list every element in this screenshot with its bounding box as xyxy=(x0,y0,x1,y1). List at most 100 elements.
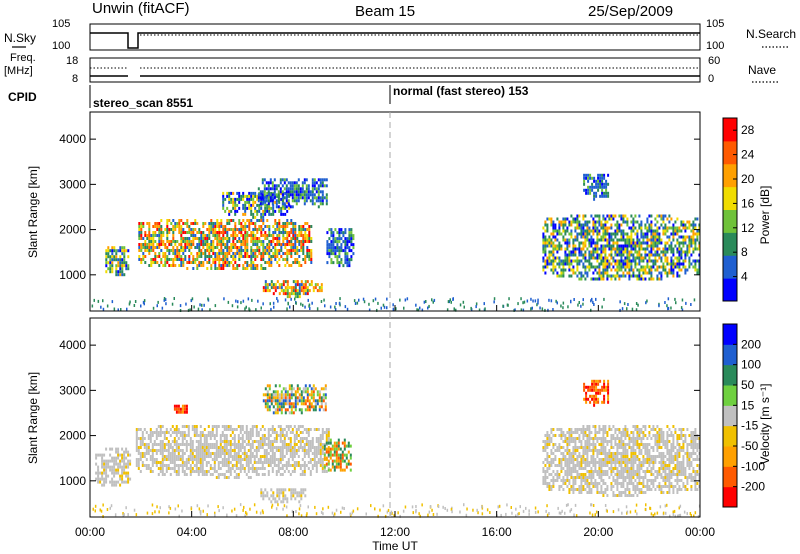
echo-cell xyxy=(267,193,270,197)
echo-cell xyxy=(250,267,253,270)
echo-cell xyxy=(197,440,200,443)
echo-cell xyxy=(313,449,316,452)
echo-cell xyxy=(308,231,311,234)
echo-cell xyxy=(276,399,279,403)
echo-cell xyxy=(140,237,143,240)
echo-cell xyxy=(262,228,265,231)
echo-cell xyxy=(166,261,169,264)
echo-cell xyxy=(244,231,247,234)
echo-cell xyxy=(303,443,306,446)
echo-cell xyxy=(163,446,166,449)
echo-cell xyxy=(294,292,297,296)
echo-cell xyxy=(612,247,615,251)
echo-cell xyxy=(99,480,102,484)
echo-cell xyxy=(157,473,160,476)
echo-cell xyxy=(197,446,200,449)
echo-cell xyxy=(146,237,149,240)
echo-cell xyxy=(350,234,353,238)
echo-cell xyxy=(185,458,188,461)
echo-cell xyxy=(271,428,274,431)
echo-cell xyxy=(123,468,126,472)
echo-cell xyxy=(103,468,106,472)
echo-cell xyxy=(229,428,232,431)
echo-cell xyxy=(240,228,243,231)
echo-cell xyxy=(121,468,124,472)
echo-cell xyxy=(550,431,553,434)
echo-cell xyxy=(305,184,308,188)
echo-cell xyxy=(616,232,619,236)
ground-scatter-cell xyxy=(277,299,279,303)
echo-cell xyxy=(286,243,289,246)
echo-cell xyxy=(291,187,294,191)
echo-cell xyxy=(117,450,120,454)
echo-cell xyxy=(170,264,173,267)
echo-cell xyxy=(338,237,341,241)
echo-cell xyxy=(190,240,193,243)
echo-cell xyxy=(334,249,337,253)
echo-cell xyxy=(253,440,256,443)
echo-cell xyxy=(300,399,303,403)
echo-cell xyxy=(171,467,174,470)
echo-cell xyxy=(311,184,314,188)
echo-cell xyxy=(187,455,190,458)
echo-cell xyxy=(600,250,603,254)
echo-cell xyxy=(290,387,293,391)
echo-cell xyxy=(594,223,597,227)
echo-cell xyxy=(300,393,303,397)
echo-cell xyxy=(250,252,253,255)
echo-cell xyxy=(283,178,286,182)
echo-cell xyxy=(154,225,157,228)
echo-cell xyxy=(186,246,189,249)
echo-cell xyxy=(299,464,302,467)
echo-cell xyxy=(570,428,573,431)
echo-cell xyxy=(576,476,579,479)
echo-cell xyxy=(181,452,184,455)
echo-cell xyxy=(218,225,221,228)
echo-cell xyxy=(319,437,322,440)
echo-cell xyxy=(630,244,633,248)
echo-cell xyxy=(158,246,161,249)
echo-cell xyxy=(630,259,633,263)
ground-scatter-cell xyxy=(171,302,174,306)
echo-cell xyxy=(602,271,605,275)
echo-cell xyxy=(181,425,184,428)
echo-cell xyxy=(203,473,206,476)
echo-cell xyxy=(550,238,553,242)
echo-cell xyxy=(632,253,635,257)
echo-cell xyxy=(127,471,130,475)
echo-cell xyxy=(277,184,280,188)
echo-cell xyxy=(276,494,279,498)
echo-cell xyxy=(600,220,603,224)
echo-cell xyxy=(349,456,352,460)
echo-cell xyxy=(252,237,255,240)
echo-cell xyxy=(139,452,142,455)
echo-cell xyxy=(658,253,661,257)
echo-cell xyxy=(207,425,210,428)
echo-cell xyxy=(282,280,285,284)
echo-cell xyxy=(592,446,595,449)
echo-cell xyxy=(305,199,308,203)
echo-cell xyxy=(216,219,219,222)
echo-cell xyxy=(676,271,679,275)
echo-cell xyxy=(329,453,332,457)
echo-cell xyxy=(174,258,177,261)
echo-cell xyxy=(214,225,217,228)
echo-cell xyxy=(594,443,597,446)
echo-cell xyxy=(330,234,333,238)
echo-cell xyxy=(628,226,631,230)
echo-cell xyxy=(179,407,182,411)
echo-cell xyxy=(327,467,330,470)
echo-cell xyxy=(262,258,265,261)
echo-cell xyxy=(223,452,226,455)
echo-cell xyxy=(264,252,267,255)
echo-cell xyxy=(310,402,313,406)
echo-cell xyxy=(239,467,242,470)
echo-cell xyxy=(554,226,557,230)
echo-cell xyxy=(284,264,287,267)
echo-cell xyxy=(225,461,228,464)
echo-cell xyxy=(670,232,673,236)
echo-cell xyxy=(680,253,683,257)
ground-scatter-cell xyxy=(556,301,558,305)
echo-cell xyxy=(290,228,293,231)
echo-cell xyxy=(572,491,575,494)
